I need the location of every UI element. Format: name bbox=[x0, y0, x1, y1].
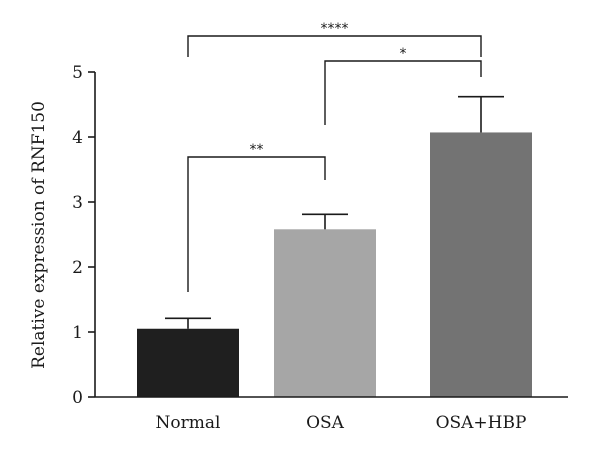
significance-bracket bbox=[187, 156, 326, 292]
bars-layer bbox=[137, 132, 532, 397]
significance-bracket bbox=[324, 60, 482, 125]
significance-layer: ******* bbox=[187, 21, 482, 292]
axes-layer bbox=[94, 72, 568, 398]
category-label: OSA bbox=[306, 413, 345, 433]
bar-normal bbox=[137, 328, 239, 397]
significance-label: ** bbox=[250, 142, 264, 158]
significance-label: **** bbox=[321, 21, 349, 37]
significance-label: * bbox=[400, 46, 407, 62]
y-tick-label: 3 bbox=[72, 193, 83, 213]
y-tick-label: 1 bbox=[72, 323, 83, 343]
category-label: OSA+HBP bbox=[436, 413, 527, 433]
y-ticks-layer: 0 1 2 3 4 5 bbox=[72, 63, 95, 408]
significance-bracket bbox=[187, 35, 482, 57]
y-tick-label: 4 bbox=[72, 128, 83, 148]
error-bars-layer bbox=[165, 95, 504, 329]
bar-osa bbox=[274, 229, 376, 397]
category-labels-layer: Normal OSA OSA+HBP bbox=[156, 413, 527, 433]
category-label: Normal bbox=[156, 413, 221, 433]
y-tick-label: 0 bbox=[72, 388, 83, 408]
y-axis-label: Relative expression of RNF150 bbox=[29, 101, 49, 369]
y-tick-label: 2 bbox=[72, 258, 83, 278]
bar-osa-hbp bbox=[430, 132, 532, 397]
y-tick-label: 5 bbox=[72, 63, 83, 83]
